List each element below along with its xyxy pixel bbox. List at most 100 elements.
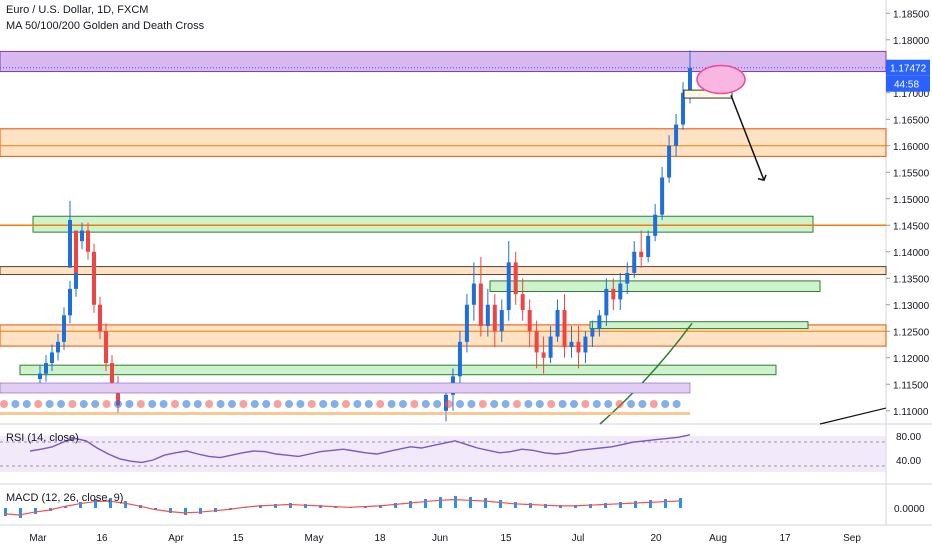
candle-bull	[56, 341, 60, 353]
macd-bar	[79, 502, 82, 508]
price-tick-label: 1.12500	[893, 327, 930, 338]
indicator-title: MA 50/100/200 Golden and Death Cross	[6, 20, 205, 32]
macd-signal	[3, 498, 680, 516]
price-tick-label: 1.16500	[893, 115, 930, 126]
candle-bull	[485, 304, 490, 326]
price-tick-label: 1.15500	[893, 168, 930, 179]
candle-bear	[74, 230, 78, 273]
demand-zone	[489, 280, 821, 292]
candle-bull	[632, 251, 637, 273]
price-tick-label: 1.18500	[893, 9, 930, 20]
macd-bar	[304, 504, 307, 508]
cross-marker	[535, 400, 544, 408]
rsi-label: RSI (14, close)	[6, 432, 79, 444]
candle-bull	[499, 310, 504, 332]
macd-bar	[454, 496, 457, 508]
candle-bull	[590, 328, 595, 337]
macd-bar	[589, 504, 592, 508]
candle-bull	[457, 341, 462, 377]
macd-bar	[649, 500, 652, 508]
time-tick-label: Jul	[572, 533, 585, 544]
cross-marker	[285, 400, 293, 408]
time-tick-label: 15	[232, 533, 244, 544]
cross-marker	[228, 400, 236, 408]
candle-bear	[92, 251, 96, 305]
candle-bear	[534, 331, 539, 353]
macd-bar	[154, 508, 157, 510]
macd-bar	[499, 500, 502, 508]
cross-marker	[364, 400, 373, 408]
macd-bar	[574, 505, 577, 508]
cross-marker	[330, 400, 339, 408]
price-tick-label: 1.15000	[893, 195, 930, 206]
time-tick-label: Aug	[709, 533, 727, 544]
macd-bar	[679, 498, 682, 508]
candle-bull	[548, 336, 553, 358]
last-price-badge	[886, 59, 930, 76]
candle-bull	[62, 315, 66, 342]
macd-tick-label: 0.0000	[894, 504, 925, 515]
candle-bear	[541, 352, 546, 358]
candle-bull	[618, 283, 623, 300]
price-tick-label: 1.13500	[893, 274, 930, 285]
price-tick-label: 1.12000	[893, 354, 930, 365]
cross-marker	[638, 400, 647, 408]
time-tick-label: 20	[650, 533, 662, 544]
macd-bar	[94, 499, 97, 508]
candle-bear	[110, 363, 114, 385]
macd-bar	[289, 503, 292, 508]
macd-bar	[124, 501, 127, 508]
symbol-title: Euro / U.S. Dollar, 1D, FXCM	[6, 4, 149, 16]
macd-bar	[109, 498, 112, 508]
price-tick-label: 1.14500	[893, 221, 930, 232]
cross-marker	[22, 400, 31, 408]
time-tick-label: Jun	[432, 533, 448, 544]
cross-marker	[45, 400, 54, 408]
time-tick-label: Apr	[168, 533, 184, 544]
cross-marker	[433, 400, 442, 408]
cross-marker	[661, 400, 670, 408]
macd-bar	[619, 502, 622, 508]
candle-bull	[583, 336, 588, 353]
signal-band	[0, 412, 690, 415]
countdown-badge	[886, 75, 930, 92]
macd-bar	[484, 498, 487, 508]
last-price-text: 1.17472	[890, 64, 927, 75]
candle-bull	[667, 145, 672, 178]
cross-marker	[490, 400, 499, 408]
candle-bear	[513, 262, 518, 295]
candle-bull	[44, 363, 48, 374]
macd-bar	[634, 501, 637, 508]
cross-marker	[102, 400, 111, 408]
supply-zone	[0, 128, 887, 157]
price-tick-label: 1.18000	[893, 36, 930, 47]
candle-bear	[492, 304, 497, 332]
candle-bull	[604, 288, 609, 316]
cross-marker	[399, 400, 407, 408]
cross-marker	[604, 400, 613, 408]
candle-bull	[646, 235, 651, 258]
candle-bear	[116, 384, 120, 406]
candle-bear	[611, 288, 616, 300]
cross-marker	[410, 400, 419, 408]
cross-marker	[171, 400, 179, 408]
candle-bull	[506, 262, 511, 311]
candle-bear	[562, 310, 567, 348]
time-tick-label: 16	[96, 533, 108, 544]
candle-bull	[597, 315, 602, 329]
time-tick-label: Mar	[29, 533, 47, 544]
arrow-head	[757, 174, 767, 182]
macd-bar	[379, 505, 382, 508]
macd-bar	[184, 508, 187, 515]
cross-marker	[114, 400, 122, 408]
time-tick-label: 17	[779, 533, 791, 544]
cross-marker	[376, 400, 385, 408]
candle-bull	[471, 283, 476, 305]
candle-bull	[653, 214, 658, 236]
rsi-tick-label: 80.00	[896, 432, 921, 443]
cross-marker	[421, 400, 430, 408]
cross-marker	[513, 400, 521, 408]
cross-marker	[159, 400, 168, 408]
